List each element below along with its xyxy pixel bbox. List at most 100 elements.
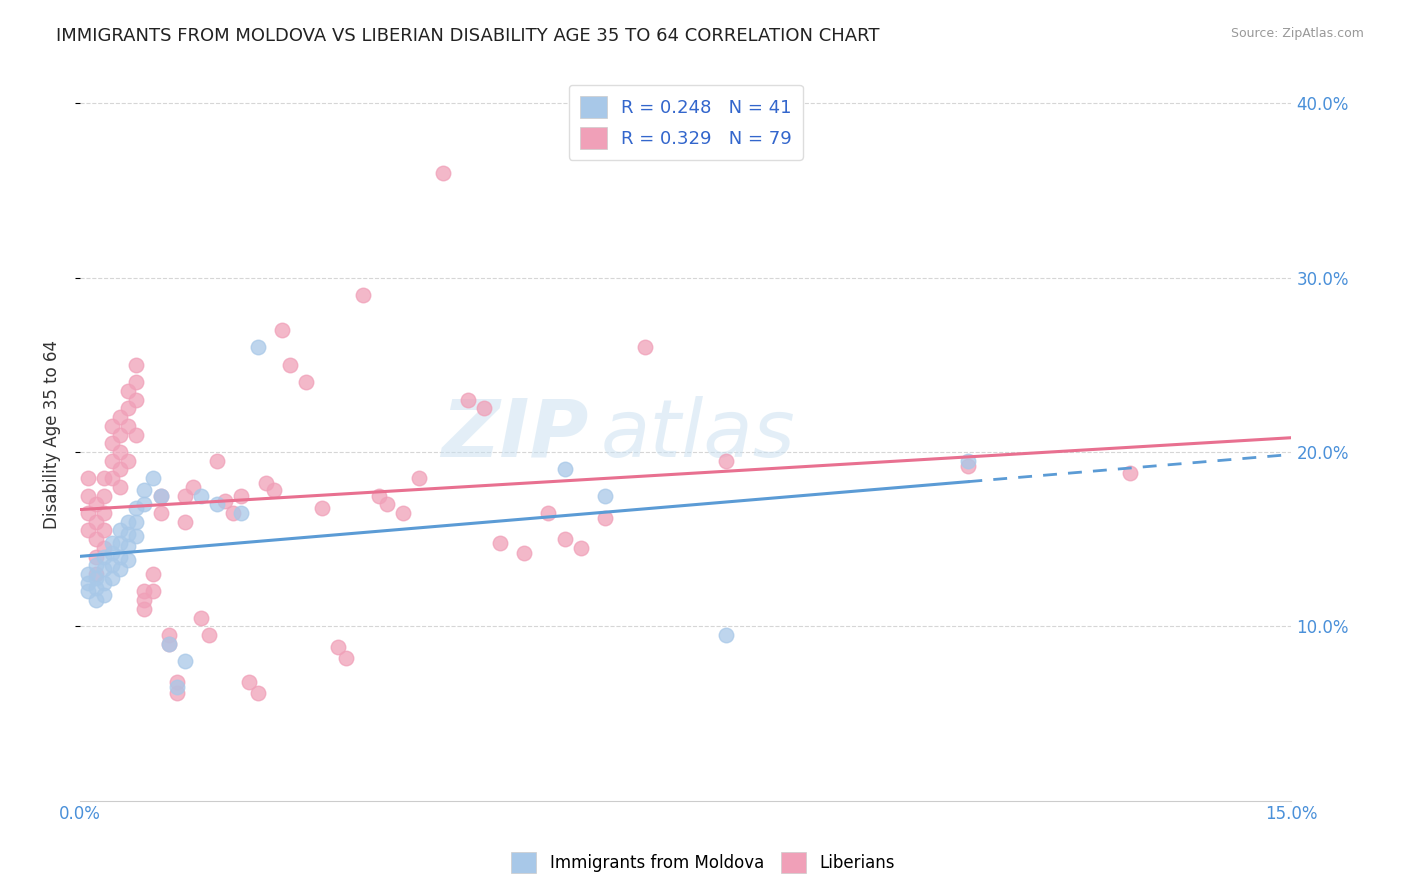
- Point: [134, 483, 156, 498]
- Point: [93, 549, 115, 564]
- Point: [101, 471, 124, 485]
- Point: [93, 489, 115, 503]
- Point: [231, 506, 253, 520]
- Point: [408, 471, 430, 485]
- Text: ZIP: ZIP: [441, 395, 589, 474]
- Point: [77, 471, 100, 485]
- Point: [110, 427, 132, 442]
- Point: [489, 535, 512, 549]
- Point: [205, 497, 228, 511]
- Point: [246, 340, 269, 354]
- Point: [117, 515, 139, 529]
- Point: [117, 539, 139, 553]
- Point: [1119, 466, 1142, 480]
- Point: [84, 497, 107, 511]
- Point: [117, 384, 139, 398]
- Point: [110, 524, 132, 538]
- Point: [134, 497, 156, 511]
- Point: [117, 553, 139, 567]
- Point: [142, 584, 165, 599]
- Point: [84, 549, 107, 564]
- Point: [553, 462, 575, 476]
- Point: [93, 524, 115, 538]
- Point: [110, 462, 132, 476]
- Point: [173, 654, 195, 668]
- Point: [93, 506, 115, 520]
- Point: [93, 471, 115, 485]
- Point: [957, 453, 980, 467]
- Point: [634, 340, 657, 354]
- Point: [77, 567, 100, 582]
- Point: [101, 558, 124, 573]
- Point: [295, 376, 318, 390]
- Point: [134, 584, 156, 599]
- Point: [110, 445, 132, 459]
- Point: [173, 515, 195, 529]
- Point: [93, 541, 115, 555]
- Point: [101, 418, 124, 433]
- Point: [77, 506, 100, 520]
- Point: [263, 483, 285, 498]
- Point: [84, 532, 107, 546]
- Point: [254, 476, 277, 491]
- Point: [375, 497, 398, 511]
- Point: [328, 640, 350, 655]
- Point: [84, 593, 107, 607]
- Point: [84, 558, 107, 573]
- Point: [77, 489, 100, 503]
- Point: [157, 637, 180, 651]
- Point: [181, 480, 204, 494]
- Point: [157, 637, 180, 651]
- Point: [513, 546, 536, 560]
- Point: [593, 511, 616, 525]
- Point: [110, 549, 132, 564]
- Point: [101, 436, 124, 450]
- Point: [93, 562, 115, 576]
- Point: [117, 453, 139, 467]
- Text: atlas: atlas: [600, 395, 796, 474]
- Point: [714, 628, 737, 642]
- Point: [110, 410, 132, 425]
- Point: [142, 567, 165, 582]
- Point: [367, 489, 389, 503]
- Point: [77, 575, 100, 590]
- Point: [149, 489, 172, 503]
- Point: [117, 527, 139, 541]
- Point: [537, 506, 560, 520]
- Point: [110, 562, 132, 576]
- Y-axis label: Disability Age 35 to 64: Disability Age 35 to 64: [44, 340, 60, 529]
- Point: [125, 427, 148, 442]
- Point: [311, 500, 333, 515]
- Point: [101, 546, 124, 560]
- Point: [335, 650, 357, 665]
- Point: [117, 401, 139, 416]
- Point: [110, 535, 132, 549]
- Point: [593, 489, 616, 503]
- Text: Source: ZipAtlas.com: Source: ZipAtlas.com: [1230, 27, 1364, 40]
- Point: [125, 376, 148, 390]
- Point: [125, 500, 148, 515]
- Point: [101, 453, 124, 467]
- Point: [84, 581, 107, 595]
- Point: [214, 493, 236, 508]
- Point: [270, 323, 292, 337]
- Point: [352, 288, 374, 302]
- Text: IMMIGRANTS FROM MOLDOVA VS LIBERIAN DISABILITY AGE 35 TO 64 CORRELATION CHART: IMMIGRANTS FROM MOLDOVA VS LIBERIAN DISA…: [56, 27, 880, 45]
- Point: [957, 458, 980, 473]
- Point: [472, 401, 495, 416]
- Point: [457, 392, 479, 407]
- Point: [77, 584, 100, 599]
- Point: [238, 675, 260, 690]
- Point: [149, 506, 172, 520]
- Point: [84, 570, 107, 584]
- Point: [222, 506, 245, 520]
- Point: [134, 602, 156, 616]
- Point: [125, 392, 148, 407]
- Point: [432, 166, 454, 180]
- Point: [553, 532, 575, 546]
- Point: [569, 541, 592, 555]
- Point: [84, 567, 107, 582]
- Point: [125, 515, 148, 529]
- Point: [93, 575, 115, 590]
- Point: [190, 489, 212, 503]
